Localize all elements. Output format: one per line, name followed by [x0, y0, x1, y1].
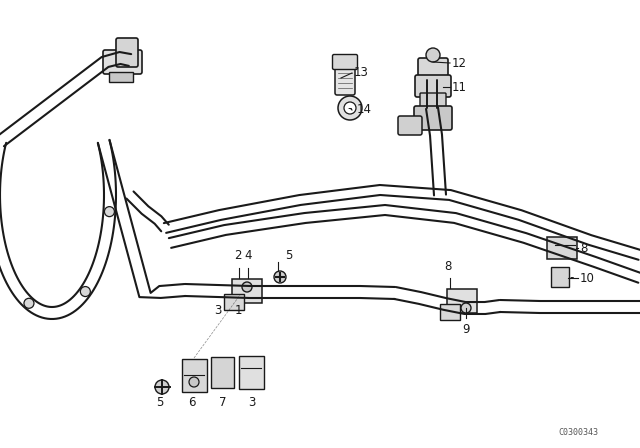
FancyBboxPatch shape: [440, 304, 460, 320]
FancyBboxPatch shape: [335, 63, 355, 95]
FancyBboxPatch shape: [420, 93, 446, 107]
Circle shape: [274, 271, 286, 283]
Circle shape: [81, 287, 90, 297]
FancyBboxPatch shape: [224, 294, 244, 310]
Text: 7: 7: [220, 396, 227, 409]
Circle shape: [104, 207, 115, 217]
FancyBboxPatch shape: [447, 289, 477, 313]
Text: 13: 13: [354, 65, 369, 78]
Circle shape: [338, 96, 362, 120]
Text: 2: 2: [234, 249, 242, 262]
Text: 3: 3: [248, 396, 256, 409]
FancyBboxPatch shape: [547, 237, 577, 259]
Text: 8: 8: [444, 260, 452, 273]
Text: 9: 9: [462, 323, 470, 336]
Text: 1: 1: [234, 303, 242, 316]
Circle shape: [24, 298, 34, 308]
Text: 3: 3: [214, 303, 221, 316]
FancyBboxPatch shape: [398, 116, 422, 135]
Text: C0300343: C0300343: [558, 427, 598, 436]
FancyBboxPatch shape: [211, 357, 234, 388]
Text: 11: 11: [452, 81, 467, 94]
Circle shape: [344, 102, 356, 114]
Text: 12: 12: [452, 56, 467, 69]
FancyBboxPatch shape: [333, 55, 358, 69]
Text: -: -: [570, 271, 574, 284]
Circle shape: [426, 48, 440, 62]
Text: 6: 6: [188, 396, 196, 409]
FancyBboxPatch shape: [414, 106, 452, 130]
FancyBboxPatch shape: [415, 75, 451, 97]
Text: -: -: [348, 103, 352, 116]
FancyBboxPatch shape: [116, 38, 138, 67]
Circle shape: [461, 303, 471, 313]
FancyBboxPatch shape: [182, 358, 207, 392]
FancyBboxPatch shape: [109, 72, 133, 82]
FancyBboxPatch shape: [551, 267, 569, 287]
FancyBboxPatch shape: [232, 279, 262, 303]
FancyBboxPatch shape: [418, 58, 448, 76]
Circle shape: [155, 380, 169, 394]
Circle shape: [242, 282, 252, 292]
Text: 5: 5: [285, 249, 292, 262]
Text: 8: 8: [580, 241, 588, 254]
Text: 10: 10: [580, 271, 595, 284]
Text: 14: 14: [357, 103, 372, 116]
FancyBboxPatch shape: [239, 356, 264, 388]
Circle shape: [189, 377, 199, 387]
Text: 4: 4: [244, 249, 252, 262]
FancyBboxPatch shape: [103, 50, 142, 74]
Text: 5: 5: [156, 396, 164, 409]
